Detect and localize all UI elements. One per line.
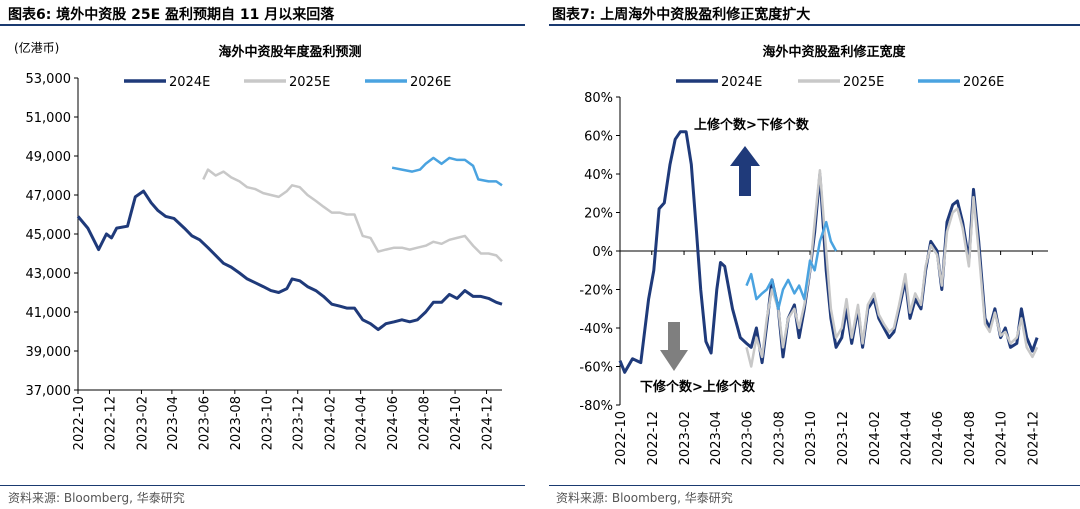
x-tick-label: 2023-06: [741, 411, 756, 465]
left-chart: 海外中资股年度盈利预测 (亿港币) 2024E 2025E 2026E 53,000 51,…: [14, 40, 503, 450]
x-tick-label: 2022-12: [646, 411, 661, 465]
y-tick-label: 0%: [592, 245, 613, 260]
series-line-2025E: [745, 168, 1039, 368]
y-tick-label: -20%: [579, 284, 613, 299]
annotation-down: 下修个数>上修个数: [640, 379, 756, 395]
y-tick-label: 39,000: [26, 345, 72, 360]
y-tick-label: 37,000: [26, 384, 72, 399]
x-tick-label: 2022-10: [614, 411, 629, 465]
x-tick-label: 2023-06: [197, 396, 212, 450]
x-tick-label: 2023-04: [709, 411, 724, 465]
y-tick-label: 40%: [584, 168, 613, 183]
legend-label-2026E: 2026E: [410, 75, 451, 90]
x-tick-label: 2024-10: [449, 396, 464, 450]
x-tick-label: 2023-10: [804, 411, 819, 465]
x-tick-label: 2024-10: [995, 411, 1010, 465]
right-title-rule: [549, 24, 1080, 26]
series-line-2025E: [202, 168, 503, 263]
x-tick-label: 2024-06: [931, 411, 946, 465]
left-source-note: 资料来源: Bloomberg, 华泰研究: [8, 491, 185, 505]
x-tick-label: 2024-08: [418, 396, 433, 450]
y-tick-label: 51,000: [26, 111, 72, 126]
legend-label-2024E: 2024E: [169, 75, 210, 90]
legend-label-2025E: 2025E: [843, 75, 884, 90]
y-tick-label: -60%: [579, 361, 613, 376]
x-tick-label: 2024-08: [963, 411, 978, 465]
y-tick-label: 60%: [584, 130, 613, 145]
legend-label-2026E: 2026E: [963, 75, 1004, 90]
x-tick-label: 2024-06: [386, 396, 401, 450]
chart-title: 海外中资股年度盈利预测: [218, 44, 361, 60]
x-tick-label: 2023-10: [260, 396, 275, 450]
left-source-rule: [0, 485, 525, 486]
y-tick-label: -80%: [579, 399, 613, 414]
series-line-2026E: [391, 156, 503, 187]
unit-label: (亿港币): [14, 40, 59, 55]
y-tick-label: 41,000: [26, 306, 72, 321]
series-line-2024E: [76, 189, 503, 332]
y-tick-label: 80%: [584, 91, 613, 106]
x-tick-label: 2023-08: [229, 396, 244, 450]
y-tick-label: 43,000: [26, 267, 72, 282]
x-tick-label: 2023-08: [772, 411, 787, 465]
x-tick-label: 2022-12: [103, 396, 118, 450]
y-tick-label: 45,000: [26, 228, 72, 243]
x-tick-label: 2022-10: [72, 396, 87, 450]
y-tick-label: 20%: [584, 207, 613, 222]
x-tick-label: 2023-12: [292, 396, 307, 450]
series-line-2024E: [618, 130, 1039, 374]
y-tick-label: -40%: [579, 322, 613, 337]
left-figure-title: 图表6: 境外中资股 25E 盈利预期自 11 月以来回落: [8, 7, 335, 23]
up-arrow-icon: [730, 146, 760, 196]
chart-title: 海外中资股盈利修正宽度: [762, 44, 906, 60]
x-tick-label: 2024-02: [868, 411, 883, 465]
annotation-up: 上修个数>下修个数: [694, 117, 810, 133]
x-tick-label: 2023-02: [678, 411, 693, 465]
series-line-2026E: [745, 220, 838, 311]
legend-label-2024E: 2024E: [721, 75, 762, 90]
right-source-rule: [549, 485, 1080, 486]
x-tick-label: 2023-12: [836, 411, 851, 465]
x-tick-label: 2024-04: [899, 411, 914, 465]
left-title-rule: [0, 24, 525, 26]
y-tick-label: 47,000: [26, 189, 72, 204]
x-tick-label: 2023-02: [135, 396, 150, 450]
legend-label-2025E: 2025E: [289, 75, 330, 90]
x-tick-label: 2024-12: [1026, 411, 1041, 465]
x-tick-label: 2024-02: [324, 396, 339, 450]
right-source-note: 资料来源: Bloomberg, 华泰研究: [556, 491, 733, 505]
right-figure-title: 图表7: 上周海外中资股盈利修正宽度扩大: [552, 7, 811, 23]
x-tick-label: 2024-12: [481, 396, 496, 450]
y-tick-label: 49,000: [26, 150, 72, 165]
x-tick-label: 2024-04: [355, 396, 370, 450]
y-tick-label: 53,000: [26, 72, 72, 87]
down-arrow-icon: [660, 322, 688, 371]
x-tick-label: 2023-04: [166, 396, 181, 450]
